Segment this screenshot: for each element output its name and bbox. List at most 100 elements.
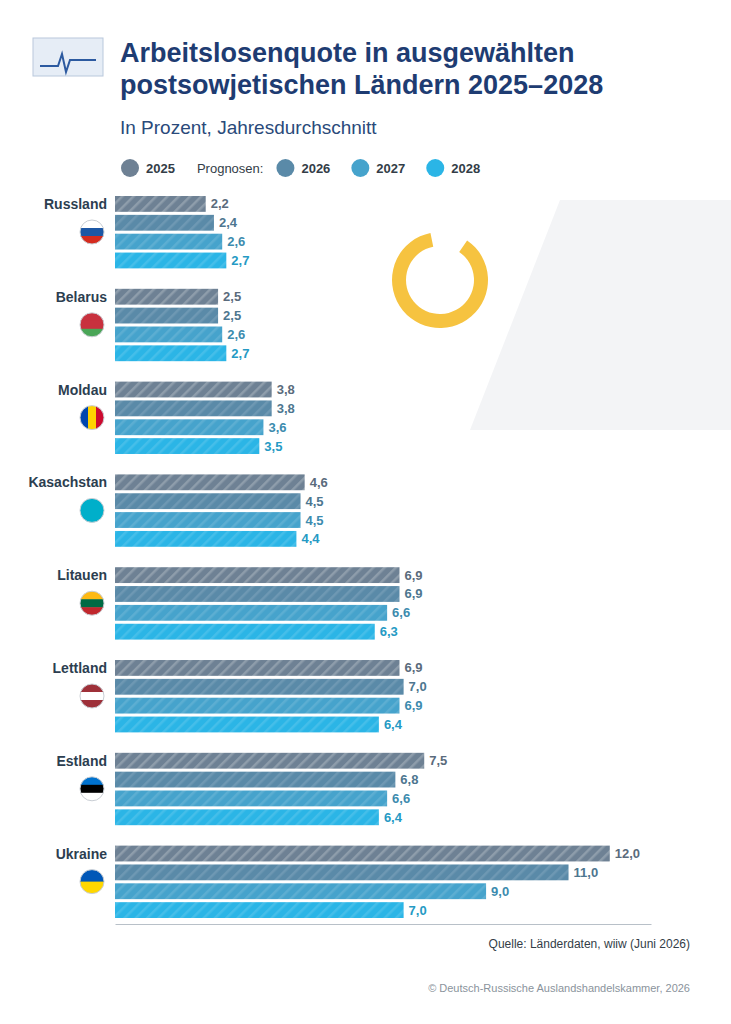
data-label: 2,6 xyxy=(227,234,245,249)
data-label: 4,5 xyxy=(306,513,324,528)
flag-stripe xyxy=(80,220,104,229)
flag xyxy=(80,406,105,430)
bar xyxy=(115,438,259,454)
flag xyxy=(80,591,104,616)
bar xyxy=(115,660,399,676)
bar xyxy=(115,846,610,862)
data-label: 6,9 xyxy=(404,660,422,675)
flag-stripe xyxy=(80,228,104,237)
data-label: 4,5 xyxy=(306,494,324,509)
flag-border xyxy=(80,313,104,337)
data-label: 2,7 xyxy=(231,346,249,361)
bar xyxy=(115,679,404,695)
data-labels: 2,22,53,84,66,96,97,512,02,42,53,84,56,9… xyxy=(211,196,640,917)
bar xyxy=(115,567,399,583)
legend-label: 2028 xyxy=(451,161,480,176)
legend: 2025Prognosen:202620272028 xyxy=(121,159,480,177)
bars xyxy=(115,196,610,918)
flag-stripe xyxy=(80,406,89,430)
category-label: Lettland xyxy=(53,660,107,676)
flag-border xyxy=(80,777,104,801)
bar xyxy=(115,327,222,343)
bar xyxy=(115,883,486,899)
data-label: 2,5 xyxy=(223,289,241,304)
category-label: Estland xyxy=(56,753,107,769)
data-label: 9,0 xyxy=(491,884,509,899)
data-label: 6,8 xyxy=(400,772,418,787)
flag-stripe xyxy=(80,498,104,522)
legend-label: 2027 xyxy=(376,161,405,176)
data-label: 7,0 xyxy=(409,903,427,918)
bar xyxy=(115,474,305,490)
flag xyxy=(80,498,104,522)
flag xyxy=(80,870,104,895)
data-label: 6,4 xyxy=(384,717,403,732)
ring xyxy=(392,233,488,328)
data-label: 6,3 xyxy=(380,624,398,639)
legend-swatch xyxy=(276,159,294,177)
flag xyxy=(80,684,104,709)
data-label: 4,6 xyxy=(310,475,328,490)
bar xyxy=(115,624,375,640)
data-label: 6,9 xyxy=(404,586,422,601)
logo-line xyxy=(40,54,96,72)
credit: © Deutsch-Russische Auslandshandelskamme… xyxy=(428,982,690,994)
legend-swatch xyxy=(426,159,444,177)
title: Arbeitslosenquote in ausgewähltenpostsow… xyxy=(120,38,603,100)
bar xyxy=(115,512,301,528)
chart: Arbeitslosenquote in ausgewähltenpostsow… xyxy=(0,0,731,1024)
bar xyxy=(115,531,296,547)
data-label: 6,6 xyxy=(392,605,410,620)
bar xyxy=(115,753,424,769)
flag-stripe xyxy=(80,599,104,608)
bar xyxy=(115,586,399,602)
flag-stripe xyxy=(80,591,104,600)
bar xyxy=(115,864,569,880)
category-label: Belarus xyxy=(56,289,108,305)
flag xyxy=(80,220,104,245)
bar xyxy=(115,493,301,509)
x-axis xyxy=(116,924,652,925)
flag-border xyxy=(80,406,104,430)
flag-stripe xyxy=(80,785,104,794)
data-label: 6,6 xyxy=(392,791,410,806)
bar xyxy=(115,345,226,361)
data-label: 3,8 xyxy=(277,401,295,416)
flag-stripe xyxy=(80,870,104,883)
subtitle: In Prozent, Jahresdurchschnitt xyxy=(120,117,377,138)
background-band xyxy=(470,200,731,430)
data-label: 12,0 xyxy=(615,846,640,861)
data-label: 11,0 xyxy=(574,865,599,880)
bar xyxy=(115,215,214,231)
flag-stripe xyxy=(80,313,104,322)
data-label: 7,0 xyxy=(409,679,427,694)
data-label: 3,8 xyxy=(277,382,295,397)
bar xyxy=(115,717,379,733)
decoration xyxy=(33,38,731,430)
bar xyxy=(115,698,399,714)
flag xyxy=(80,313,104,338)
flag-border xyxy=(80,591,104,615)
bar xyxy=(115,772,395,788)
bar xyxy=(115,605,387,621)
category-label: Ukraine xyxy=(56,846,108,862)
flag-border xyxy=(80,870,104,894)
data-label: 6,4 xyxy=(384,810,403,825)
flag-stripe xyxy=(88,406,97,430)
bar xyxy=(115,400,272,416)
category-label: Kasachstan xyxy=(28,474,107,490)
data-label: 3,5 xyxy=(264,439,282,454)
category-label: Russland xyxy=(44,196,107,212)
data-label: 6,9 xyxy=(404,568,422,583)
x-axis-line xyxy=(116,924,652,925)
bar xyxy=(115,289,218,305)
legend-swatch xyxy=(351,159,369,177)
bar xyxy=(115,902,404,918)
flag-border xyxy=(80,684,104,708)
bar xyxy=(115,382,272,398)
flag-stripe xyxy=(80,692,104,701)
legend-label: 2025 xyxy=(146,161,175,176)
data-label: 2,7 xyxy=(231,253,249,268)
flag xyxy=(80,777,104,802)
logo xyxy=(33,38,103,76)
